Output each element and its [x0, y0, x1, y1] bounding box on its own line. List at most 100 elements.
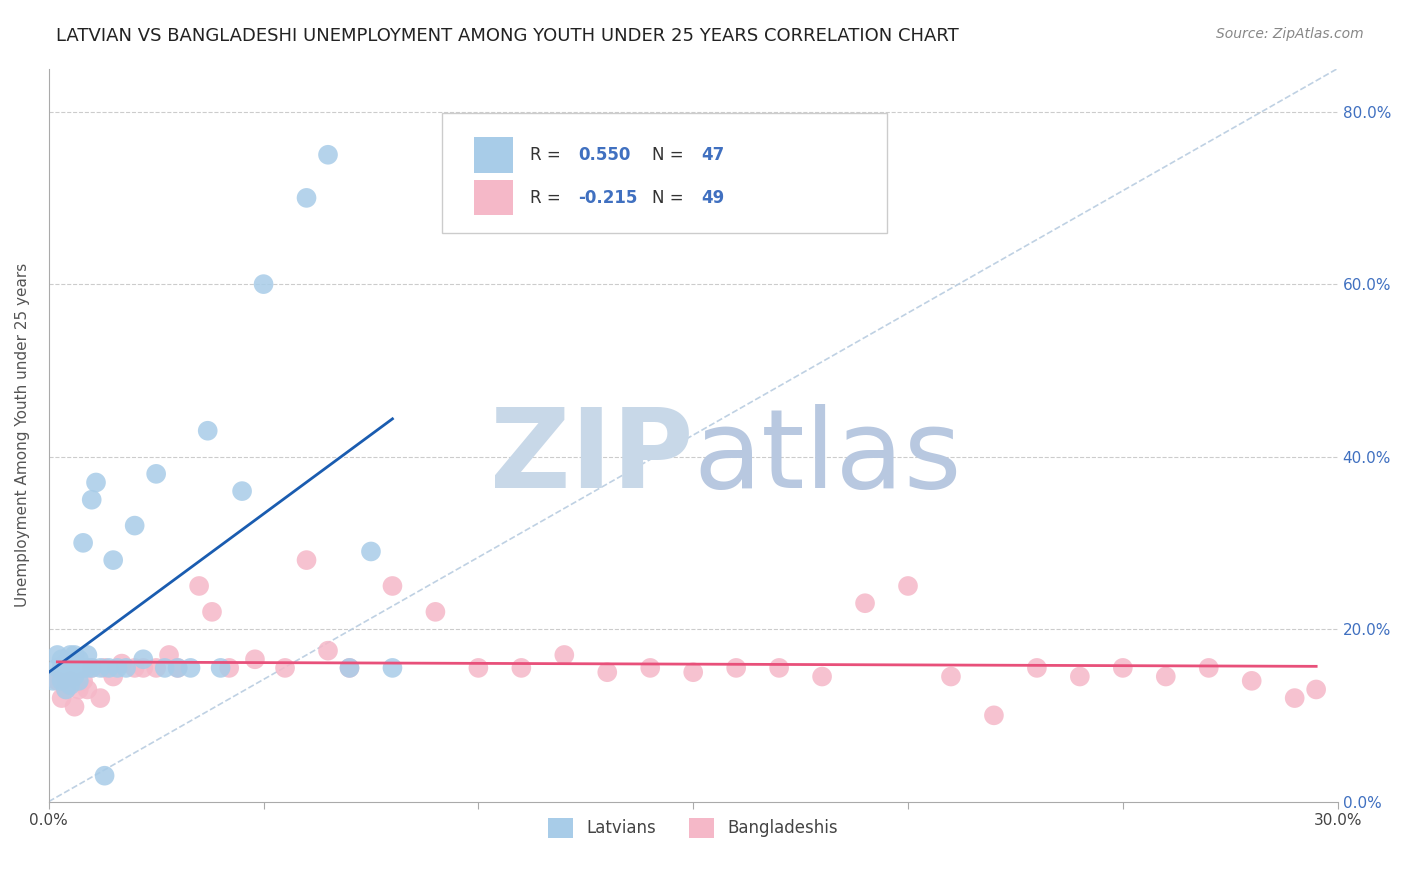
Point: [42, 673, 65, 688]
Point: [231, 484, 253, 499]
Text: 47: 47: [702, 146, 724, 164]
Point: [243, 652, 266, 666]
Point: [55, 682, 77, 697]
Point: [425, 605, 447, 619]
Point: [252, 277, 274, 292]
Point: [145, 661, 167, 675]
Text: N =: N =: [652, 146, 689, 164]
Bar: [474, 180, 513, 215]
Point: [76, 648, 98, 662]
Point: [897, 579, 920, 593]
Point: [111, 657, 134, 671]
Point: [63, 648, 86, 662]
Text: 49: 49: [702, 188, 724, 207]
Point: [467, 661, 489, 675]
Point: [107, 661, 129, 675]
Point: [80, 492, 103, 507]
Point: [939, 669, 962, 683]
Point: [67, 673, 90, 688]
Point: [76, 661, 98, 675]
Point: [274, 661, 297, 675]
Point: [55, 682, 77, 697]
Point: [201, 605, 224, 619]
Point: [682, 665, 704, 680]
Point: [51, 652, 73, 666]
Point: [381, 579, 404, 593]
Point: [295, 553, 318, 567]
Point: [510, 661, 533, 675]
Point: [339, 661, 361, 675]
Text: -0.215: -0.215: [578, 188, 638, 207]
Point: [553, 648, 575, 662]
Point: [103, 669, 125, 683]
Point: [218, 661, 240, 675]
Point: [76, 682, 98, 697]
Point: [180, 661, 202, 675]
Point: [157, 648, 180, 662]
Point: [1198, 661, 1220, 675]
Point: [46, 661, 69, 675]
Point: [72, 661, 94, 675]
Text: LATVIAN VS BANGLADESHI UNEMPLOYMENT AMONG YOUTH UNDER 25 YEARS CORRELATION CHART: LATVIAN VS BANGLADESHI UNEMPLOYMENT AMON…: [56, 27, 959, 45]
Point: [132, 661, 155, 675]
Bar: [474, 137, 513, 173]
Point: [89, 691, 111, 706]
Point: [72, 536, 94, 550]
Y-axis label: Unemployment Among Youth under 25 years: Unemployment Among Youth under 25 years: [15, 263, 30, 607]
Point: [51, 673, 73, 688]
Point: [80, 661, 103, 675]
Point: [983, 708, 1005, 723]
Point: [55, 657, 77, 671]
Point: [316, 643, 339, 657]
Point: [166, 661, 188, 675]
Text: N =: N =: [652, 188, 689, 207]
Point: [46, 673, 69, 688]
Point: [51, 691, 73, 706]
Point: [67, 661, 90, 675]
Point: [209, 661, 232, 675]
Point: [295, 191, 318, 205]
Point: [768, 661, 790, 675]
Point: [1240, 673, 1263, 688]
Point: [596, 665, 619, 680]
Legend: Latvians, Bangladeshis: Latvians, Bangladeshis: [541, 811, 845, 845]
Point: [84, 475, 107, 490]
Point: [188, 579, 211, 593]
Point: [1069, 669, 1091, 683]
Point: [46, 648, 69, 662]
Point: [63, 661, 86, 675]
Text: 0.550: 0.550: [578, 146, 631, 164]
Point: [1154, 669, 1177, 683]
Point: [93, 661, 115, 675]
Text: R =: R =: [530, 188, 565, 207]
Point: [124, 661, 146, 675]
Text: atlas: atlas: [693, 403, 962, 510]
Point: [1112, 661, 1135, 675]
Point: [97, 661, 120, 675]
Text: Source: ZipAtlas.com: Source: ZipAtlas.com: [1216, 27, 1364, 41]
Point: [67, 652, 90, 666]
Point: [55, 669, 77, 683]
Point: [1025, 661, 1047, 675]
Point: [638, 661, 661, 675]
Point: [51, 661, 73, 675]
FancyBboxPatch shape: [441, 112, 887, 234]
Point: [132, 652, 155, 666]
Point: [89, 661, 111, 675]
Point: [103, 553, 125, 567]
Point: [72, 673, 94, 688]
Point: [725, 661, 748, 675]
Point: [145, 467, 167, 481]
Point: [59, 657, 82, 671]
Point: [59, 665, 82, 680]
Point: [59, 648, 82, 662]
Text: ZIP: ZIP: [489, 403, 693, 510]
Point: [59, 673, 82, 688]
Point: [316, 147, 339, 161]
Point: [166, 661, 188, 675]
Point: [1305, 682, 1327, 697]
Point: [115, 661, 138, 675]
Point: [853, 596, 876, 610]
Point: [360, 544, 382, 558]
Point: [67, 682, 90, 697]
